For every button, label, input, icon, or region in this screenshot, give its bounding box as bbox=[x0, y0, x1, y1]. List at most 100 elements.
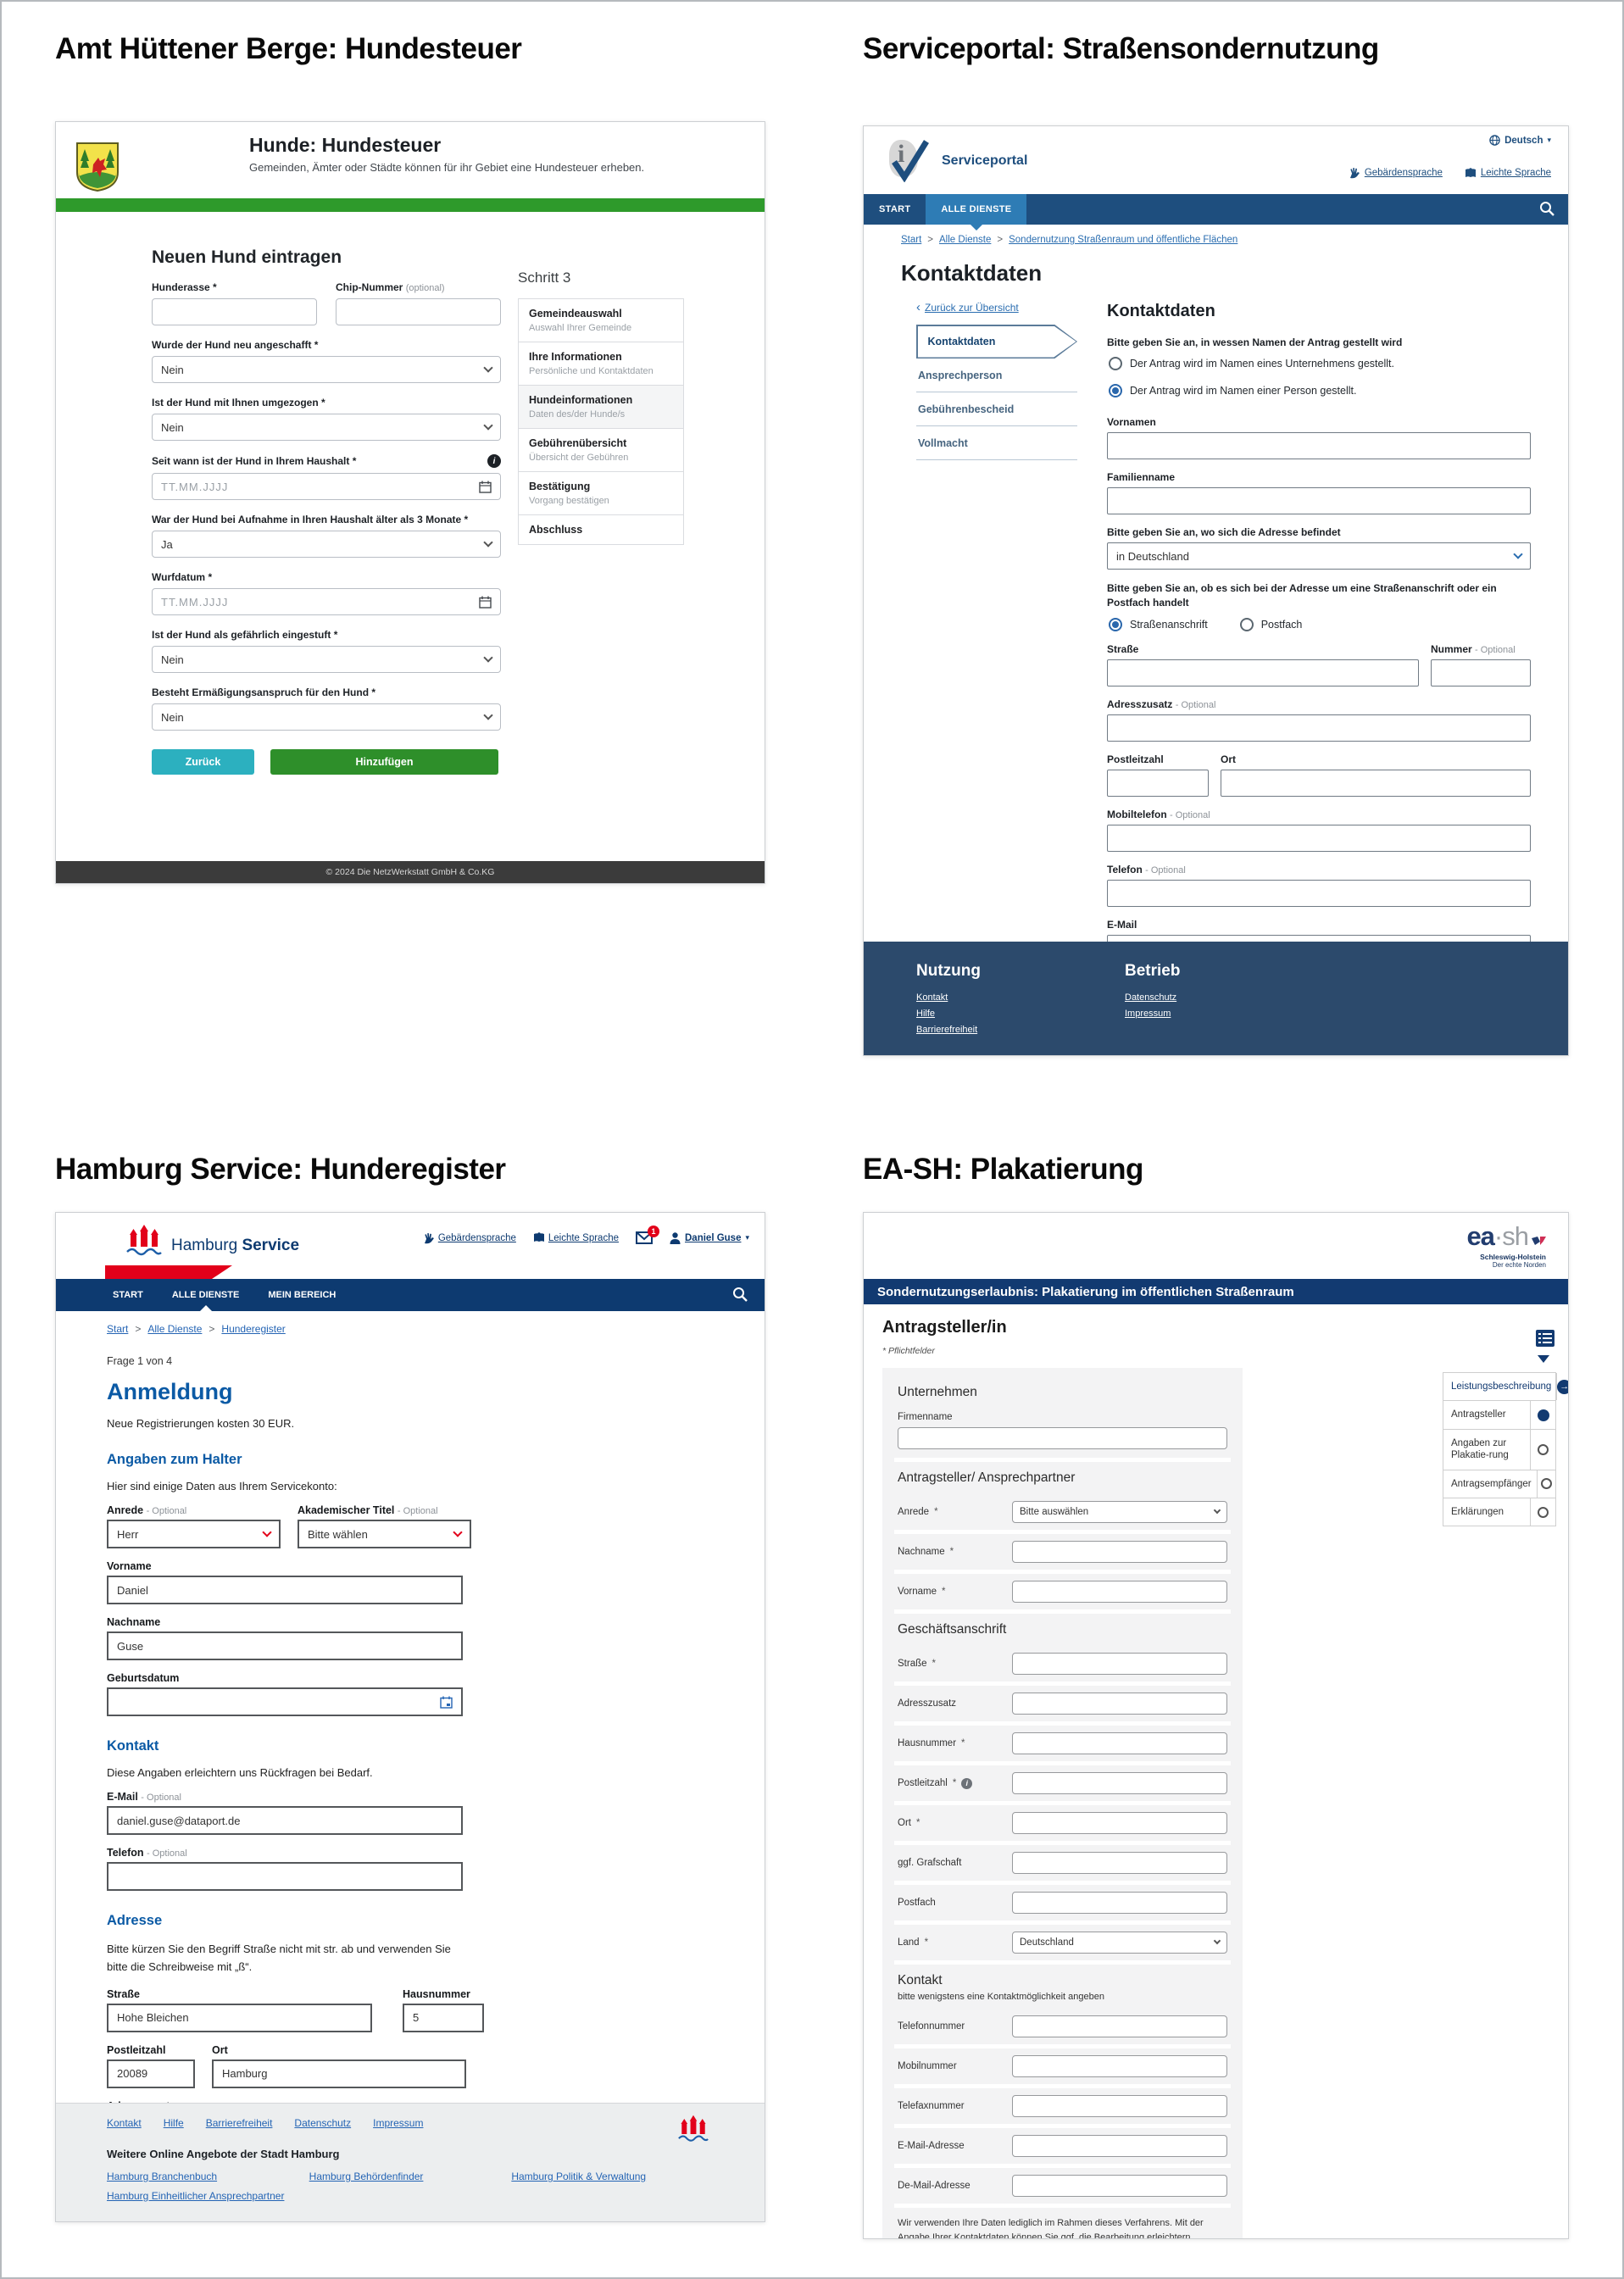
tab-alle-dienste[interactable]: ALLE DIENSTE bbox=[158, 1279, 253, 1311]
footer-impressum-link[interactable]: Impressum bbox=[373, 2117, 424, 2129]
umgezogen-select[interactable]: Nein bbox=[152, 414, 501, 441]
vorname-input[interactable] bbox=[107, 1576, 463, 1604]
nachname-input[interactable] bbox=[107, 1631, 463, 1660]
breadcrumb-start[interactable]: Start bbox=[901, 235, 922, 245]
adresszusatz-input[interactable] bbox=[1107, 714, 1531, 742]
mobilnummer-input[interactable] bbox=[1012, 2055, 1227, 2077]
language-switcher[interactable]: Deutsch ▾ bbox=[1489, 135, 1551, 146]
ort-input[interactable] bbox=[1221, 769, 1531, 797]
radio-antrag-person[interactable] bbox=[1109, 384, 1122, 397]
adresse-land-select[interactable]: in Deutschland bbox=[1107, 542, 1531, 570]
info-icon[interactable]: i bbox=[961, 1777, 973, 1789]
demail-adresse-input[interactable] bbox=[1012, 2175, 1227, 2197]
nav-antragsteller-current[interactable]: Antragsteller bbox=[1443, 1401, 1555, 1430]
radio-postfach[interactable] bbox=[1239, 617, 1254, 631]
tab-start[interactable]: START bbox=[879, 204, 911, 214]
hunderasse-input[interactable] bbox=[152, 298, 317, 325]
zurueck-button[interactable]: Zurück bbox=[152, 749, 254, 775]
step-gebuehrenuebersicht[interactable]: Gebührenübersicht Übersicht der Gebühren bbox=[519, 429, 683, 472]
wurfdatum-date-input[interactable]: TT.MM.JJJJ bbox=[152, 588, 501, 615]
wizard-step-gebuehrenbescheid[interactable]: Gebührenbescheid bbox=[916, 392, 1077, 426]
search-icon[interactable] bbox=[732, 1287, 748, 1302]
footer-barrierefreiheit-link[interactable]: Barrierefreiheit bbox=[916, 1025, 978, 1035]
zurueck-zur-uebersicht-link[interactable]: ‹ Zurück zur Übersicht bbox=[916, 300, 1077, 314]
aelter-3-monate-select[interactable]: Ja bbox=[152, 531, 501, 558]
telefaxnummer-input[interactable] bbox=[1012, 2095, 1227, 2117]
tab-start[interactable]: START bbox=[113, 1290, 143, 1300]
footer-politik-verwaltung-link[interactable]: Hamburg Politik & Verwaltung bbox=[511, 2171, 647, 2182]
nachname-input[interactable] bbox=[1012, 1541, 1227, 1563]
postfach-input[interactable] bbox=[1012, 1892, 1227, 1914]
step-abschluss[interactable]: Abschluss bbox=[519, 515, 683, 544]
email-adresse-input[interactable] bbox=[1012, 2135, 1227, 2157]
footer-datenschutz-link[interactable]: Datenschutz bbox=[1125, 992, 1177, 1003]
calendar-icon[interactable] bbox=[440, 1696, 453, 1709]
neu-angeschafft-select[interactable]: Nein bbox=[152, 356, 501, 383]
footer-hilfe-link[interactable]: Hilfe bbox=[916, 1009, 936, 1019]
step-gemeindeauswahl[interactable]: Gemeindeauswahl Auswahl Ihrer Gemeinde bbox=[519, 299, 683, 342]
nav-leistungsbeschreibung[interactable]: Leistungsbeschreibung → bbox=[1443, 1373, 1568, 1402]
strasse-input[interactable] bbox=[1107, 659, 1419, 686]
telefon-input[interactable] bbox=[107, 1862, 463, 1891]
footer-hilfe-link[interactable]: Hilfe bbox=[163, 2117, 184, 2129]
akademischer-titel-select[interactable]: Bitte wählen bbox=[298, 1520, 471, 1548]
breadcrumb-hunderegister[interactable]: Hunderegister bbox=[221, 1323, 286, 1335]
step-bestaetigung[interactable]: Bestätigung Vorgang bestätigen bbox=[519, 472, 683, 515]
footer-branchenbuch-link[interactable]: Hamburg Branchenbuch bbox=[107, 2171, 218, 2182]
footer-behoerdenfinder-link[interactable]: Hamburg Behördenfinder bbox=[309, 2171, 424, 2182]
email-input[interactable] bbox=[107, 1806, 463, 1835]
strasse-input[interactable] bbox=[107, 2003, 372, 2032]
radio-antrag-unternehmen[interactable] bbox=[1109, 357, 1122, 370]
breadcrumb-alle-dienste[interactable]: Alle Dienste bbox=[147, 1323, 203, 1335]
footer-impressum-link[interactable]: Impressum bbox=[1125, 1009, 1171, 1019]
wizard-step-kontaktdaten-active[interactable]: Kontaktdaten bbox=[916, 325, 1077, 359]
hausnummer-input[interactable] bbox=[403, 2003, 484, 2032]
ort-input[interactable] bbox=[212, 2059, 466, 2088]
chip-nummer-input[interactable] bbox=[336, 298, 501, 325]
step-ihre-informationen[interactable]: Ihre Informationen Persönliche und Kontak… bbox=[519, 342, 683, 386]
land-select[interactable]: Deutschland bbox=[1012, 1932, 1227, 1954]
vornamen-input[interactable] bbox=[1107, 432, 1531, 459]
geburtsdatum-input[interactable] bbox=[107, 1687, 463, 1716]
breadcrumb-sondernutzung[interactable]: Sondernutzung Straßenraum und öffentlich… bbox=[1009, 235, 1238, 245]
tab-mein-bereich[interactable]: MEIN BEREICH bbox=[268, 1290, 336, 1300]
hausnummer-input[interactable] bbox=[1012, 1732, 1227, 1754]
breadcrumb-alle-dienste[interactable]: Alle Dienste bbox=[939, 235, 992, 245]
ermaessigung-select[interactable]: Nein bbox=[152, 703, 501, 731]
ort-input[interactable] bbox=[1012, 1812, 1227, 1834]
footer-barrierefreiheit-link[interactable]: Barrierefreiheit bbox=[205, 2117, 273, 2129]
hinzufuegen-button[interactable]: Hinzufügen bbox=[270, 749, 498, 775]
nav-antragsempfaenger[interactable]: Antragsempfänger bbox=[1443, 1470, 1555, 1498]
collapse-caret-icon[interactable] bbox=[1538, 1355, 1549, 1363]
postleitzahl-input[interactable] bbox=[1107, 769, 1209, 797]
wizard-step-ansprechperson[interactable]: Ansprechperson bbox=[916, 359, 1077, 392]
leichte-sprache-link[interactable]: Leichte Sprache bbox=[1465, 167, 1551, 179]
user-menu[interactable]: Daniel Guse ▾ bbox=[670, 1231, 749, 1244]
anrede-select[interactable]: Bitte auswählen bbox=[1012, 1501, 1227, 1523]
grafschaft-input[interactable] bbox=[1012, 1852, 1227, 1874]
nav-erklaerungen[interactable]: Erklärungen bbox=[1443, 1498, 1555, 1526]
telefonnummer-input[interactable] bbox=[1012, 2015, 1227, 2037]
nav-angaben-zur-plakatierung[interactable]: Angaben zur Plakatie-rung bbox=[1443, 1429, 1555, 1470]
table-of-contents-icon[interactable] bbox=[1536, 1330, 1554, 1347]
mobiltelefon-input[interactable] bbox=[1107, 824, 1531, 852]
breadcrumb-start[interactable]: Start bbox=[107, 1323, 129, 1335]
adresszusatz-input[interactable] bbox=[1012, 1693, 1227, 1715]
nummer-input[interactable] bbox=[1431, 659, 1531, 686]
strasse-input[interactable] bbox=[1012, 1653, 1227, 1675]
messages-button[interactable]: 1 bbox=[636, 1226, 659, 1244]
postleitzahl-input[interactable] bbox=[1012, 1772, 1227, 1794]
tab-alle-dienste[interactable]: ALLE DIENSTE bbox=[926, 194, 1027, 231]
radio-strassenanschrift[interactable] bbox=[1109, 617, 1122, 631]
footer-kontakt-link[interactable]: Kontakt bbox=[916, 992, 948, 1003]
footer-datenschutz-link[interactable]: Datenschutz bbox=[294, 2117, 352, 2129]
gebaerdensprache-link[interactable]: Gebärdensprache bbox=[423, 1232, 516, 1244]
search-icon[interactable] bbox=[1539, 201, 1554, 216]
info-icon[interactable]: i bbox=[487, 454, 501, 468]
footer-kontakt-link[interactable]: Kontakt bbox=[107, 2117, 142, 2129]
vorname-input[interactable] bbox=[1012, 1581, 1227, 1603]
telefon-input[interactable] bbox=[1107, 879, 1531, 907]
seit-wann-date-input[interactable]: TT.MM.JJJJ bbox=[152, 473, 501, 500]
familienname-input[interactable] bbox=[1107, 487, 1531, 514]
anrede-select[interactable]: Herr bbox=[107, 1520, 281, 1548]
